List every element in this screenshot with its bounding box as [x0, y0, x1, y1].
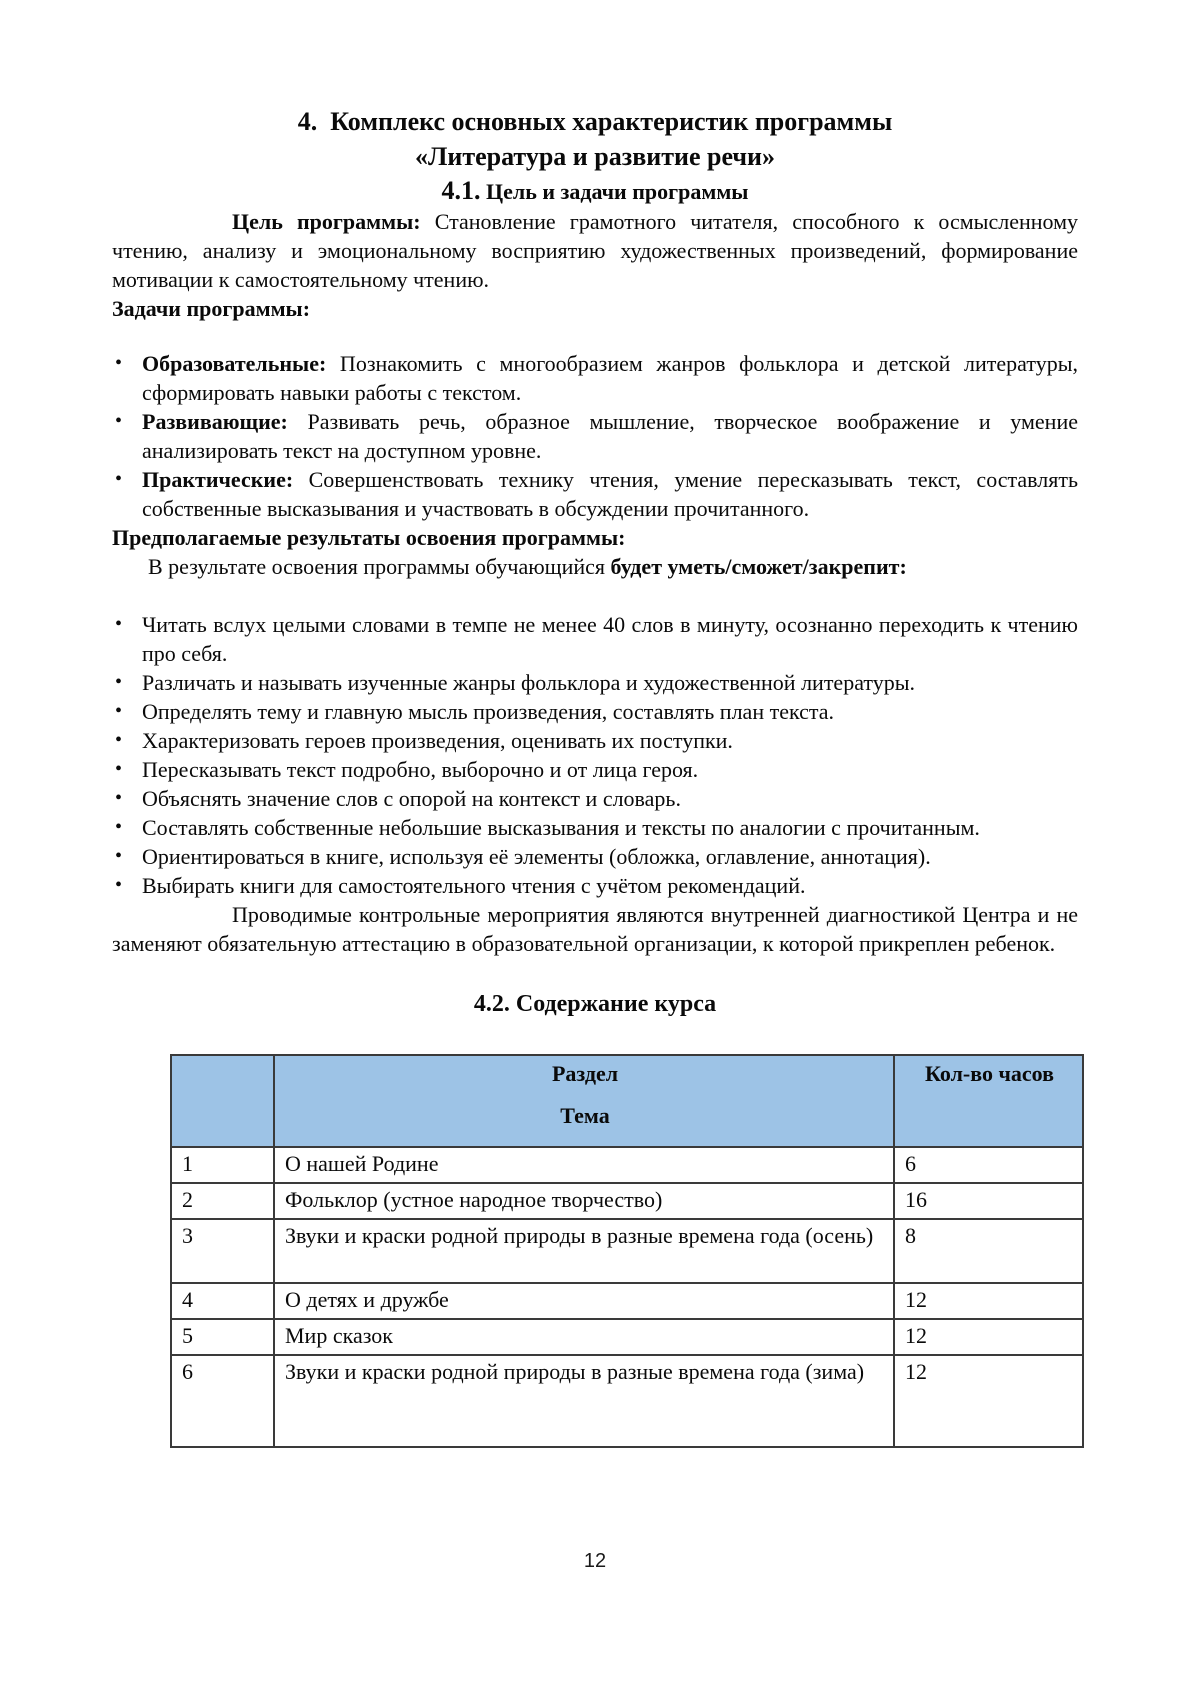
list-item: • Читать вслух целыми словами в темпе не … — [112, 610, 1078, 668]
list-item: • Выбирать книги для самостоятельного чте… — [112, 871, 1078, 900]
task-lead: Развивающие: — [142, 409, 288, 434]
results-intro-text: В результате освоения программы обучающи… — [148, 554, 611, 579]
row-hours: 16 — [893, 1182, 1084, 1220]
bullet-icon: • — [115, 700, 123, 722]
row-number: 1 — [170, 1146, 275, 1184]
task-text: Развивать речь, образное мышление, творч… — [142, 409, 1078, 463]
header-section-line2: Тема — [560, 1103, 610, 1128]
list-item: • Определять тему и главную мысль произве… — [112, 697, 1078, 726]
result-text: Объяснять значение слов с опорой на конт… — [142, 786, 681, 811]
result-text: Составлять собственные небольшие высказы… — [142, 815, 980, 840]
row-topic: Мир сказок — [273, 1318, 895, 1356]
main-title-line1: 4. Комплекс основных характеристик прогр… — [297, 107, 893, 136]
results-intro-bold: будет уметь/сможет/закрепит: — [610, 554, 907, 579]
bullet-icon: • — [115, 787, 123, 809]
results-heading: Предполагаемые результаты освоения прогр… — [112, 525, 626, 550]
table-row: 2 Фольклор (устное народное творчество) … — [170, 1182, 1084, 1220]
row-hours: 12 — [893, 1318, 1084, 1356]
row-hours: 8 — [893, 1218, 1084, 1284]
table-row: 6 Звуки и краски родной природы в разные… — [170, 1354, 1084, 1448]
section-4-2-heading: 4.2. Содержание курса — [473, 991, 717, 1017]
goal-paragraph: Цель программы: Становление грамотного ч… — [112, 207, 1078, 294]
row-topic: Звуки и краски родной природы в разные в… — [273, 1218, 895, 1284]
list-item: • Образовательные: Познакомить с многообр… — [112, 349, 1078, 407]
bullet-icon: • — [115, 352, 123, 374]
row-topic: Звуки и краски родной природы в разные в… — [273, 1354, 895, 1448]
result-text: Выбирать книги для самостоятельного чтен… — [142, 873, 806, 898]
table-row: 4 О детях и дружбе 12 — [170, 1282, 1084, 1320]
section-4-1-title: Цель и задачи программы — [480, 179, 749, 204]
bullet-icon: • — [115, 468, 123, 490]
task-text: Познакомить с многообразием жанров фольк… — [142, 351, 1078, 405]
task-text: Совершенствовать технику чтения, умение … — [142, 467, 1078, 521]
goal-lead: Цель программы: — [232, 209, 421, 234]
result-text: Характеризовать героев произведения, оце… — [142, 728, 733, 753]
task-lead: Образовательные: — [142, 351, 327, 376]
row-number: 5 — [170, 1318, 275, 1356]
table-header-row: Раздел Тема Кол-во часов — [170, 1054, 1084, 1148]
header-cell-section: Раздел Тема — [273, 1054, 895, 1148]
row-number: 4 — [170, 1282, 275, 1320]
list-item: • Объяснять значение слов с опорой на кон… — [112, 784, 1078, 813]
list-item: • Практические: Совершенствовать технику … — [112, 465, 1078, 523]
row-topic: Фольклор (устное народное творчество) — [273, 1182, 895, 1220]
bullet-icon: • — [115, 845, 123, 867]
header-cell-hours: Кол-во часов — [893, 1054, 1084, 1148]
main-title-line2: «Литература и развитие речи» — [414, 142, 776, 171]
bullet-icon: • — [115, 613, 123, 635]
result-text: Читать вслух целыми словами в темпе не м… — [142, 612, 1078, 666]
table-row: 3 Звуки и краски родной природы в разные… — [170, 1218, 1084, 1284]
result-text: Ориентироваться в книге, используя её эл… — [142, 844, 931, 869]
list-item: • Развивающие: Развивать речь, образное м… — [112, 407, 1078, 465]
section-4-1-heading: 4.1. Цель и задачи программы — [112, 176, 1078, 207]
control-paragraph: Проводимые контрольные мероприятия являю… — [112, 902, 1078, 956]
results-list: • Читать вслух целыми словами в темпе не … — [112, 610, 1078, 900]
result-text: Различать и называть изученные жанры фол… — [142, 670, 915, 695]
row-number: 6 — [170, 1354, 275, 1448]
row-number: 2 — [170, 1182, 275, 1220]
result-text: Определять тему и главную мысль произвед… — [142, 699, 835, 724]
page-number: 12 — [583, 1550, 607, 1572]
task-lead: Практические: — [142, 467, 294, 492]
list-item: • Характеризовать героев произведения, оц… — [112, 726, 1078, 755]
document-content: 4. Комплекс основных характеристик прогр… — [112, 104, 1084, 1448]
bullet-icon: • — [115, 874, 123, 896]
list-item: • Пересказывать текст подробно, выборочно… — [112, 755, 1078, 784]
row-hours: 12 — [893, 1354, 1084, 1448]
goal-text: Становление грамотного читателя, способн… — [112, 209, 1079, 292]
bullet-icon: • — [115, 816, 123, 838]
bullet-icon: • — [115, 671, 123, 693]
row-topic: О нашей Родине — [273, 1146, 895, 1184]
table-row: 1 О нашей Родине 6 — [170, 1146, 1084, 1184]
section-4-1-number: 4.1. — [441, 176, 481, 205]
bullet-icon: • — [115, 758, 123, 780]
bullet-icon: • — [115, 729, 123, 751]
list-item: • Различать и называть изученные жанры фо… — [112, 668, 1078, 697]
result-text: Пересказывать текст подробно, выборочно … — [142, 757, 699, 782]
table-row: 5 Мир сказок 12 — [170, 1318, 1084, 1356]
header-section-line1: Раздел — [551, 1061, 619, 1086]
row-number: 3 — [170, 1218, 275, 1284]
course-content-table: Раздел Тема Кол-во часов 1 О нашей Родин… — [170, 1054, 1084, 1448]
list-item: • Ориентироваться в книге, используя её э… — [112, 842, 1078, 871]
row-topic: О детях и дружбе — [273, 1282, 895, 1320]
bullet-icon: • — [115, 410, 123, 432]
tasks-list: • Образовательные: Познакомить с многообр… — [112, 349, 1078, 523]
row-hours: 12 — [893, 1282, 1084, 1320]
list-item: • Составлять собственные небольшие высказ… — [112, 813, 1078, 842]
tasks-heading: Задачи программы: — [112, 296, 311, 321]
row-hours: 6 — [893, 1146, 1084, 1184]
results-intro: В результате освоения программы обучающи… — [112, 552, 1078, 581]
header-cell-index — [170, 1054, 275, 1148]
